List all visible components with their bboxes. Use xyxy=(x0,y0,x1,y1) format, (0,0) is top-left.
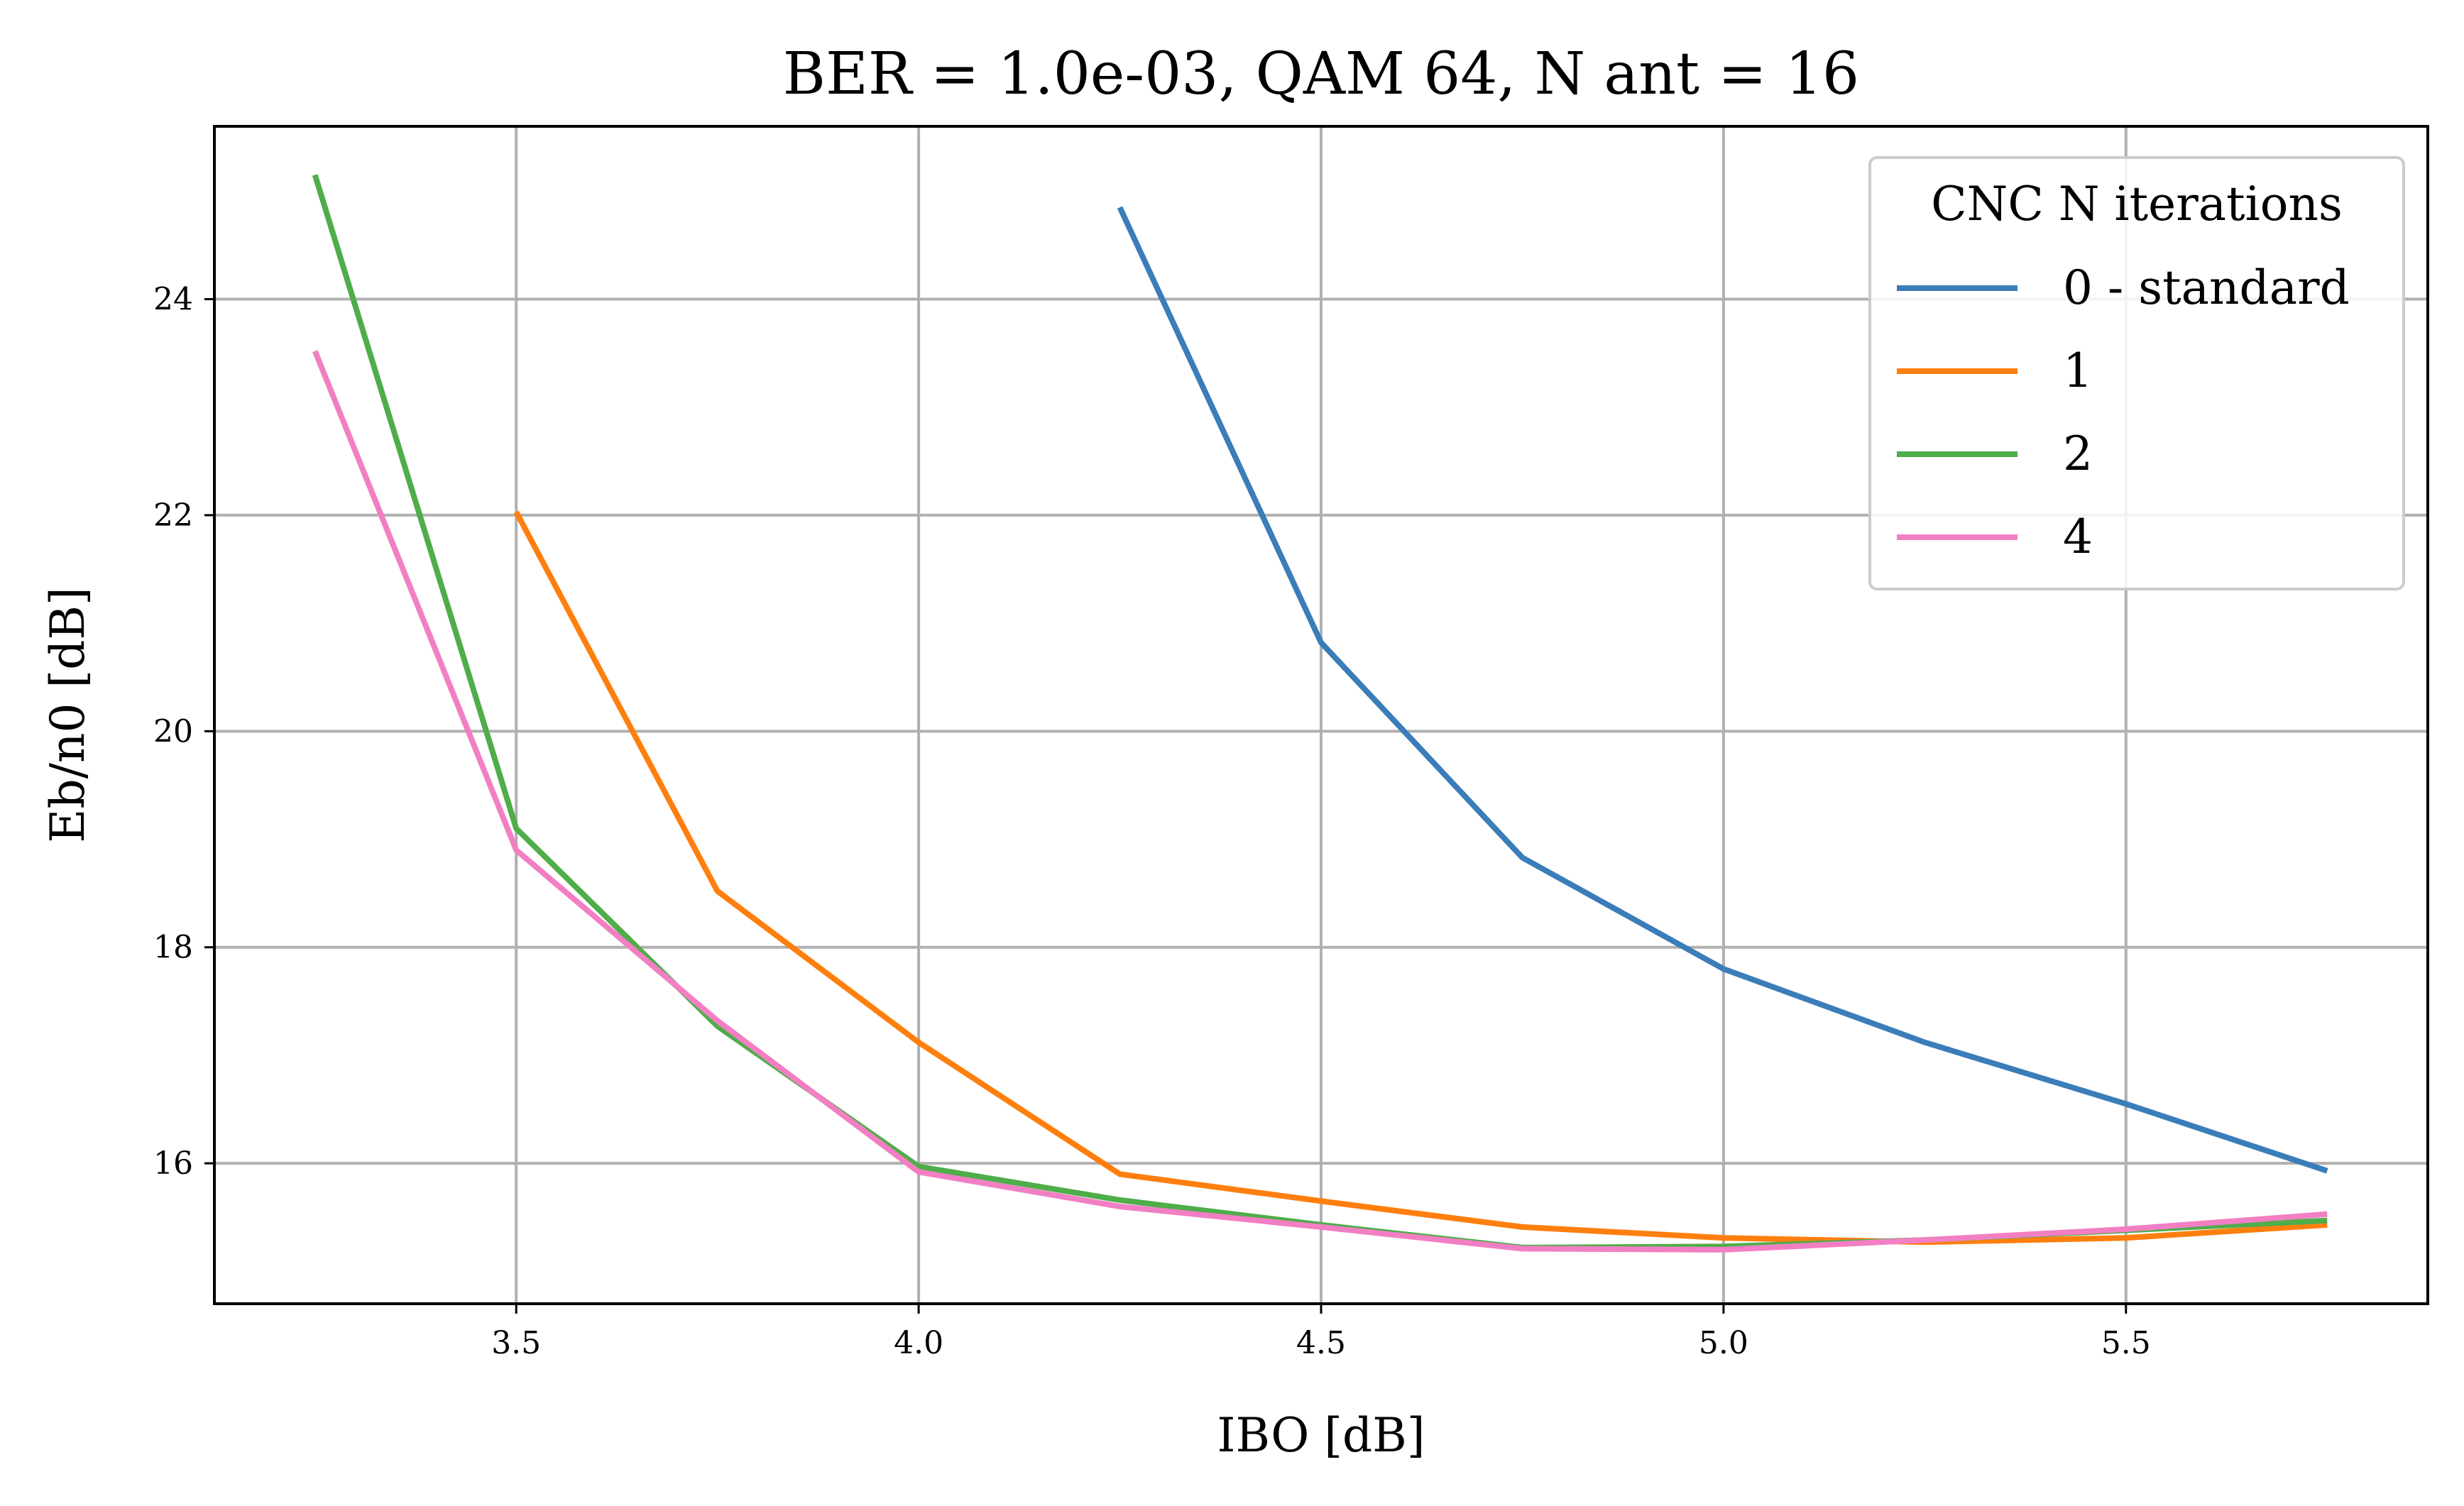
x-tick-label: 4.0 xyxy=(894,1325,943,1361)
legend-label: 0 - standard xyxy=(2063,260,2350,315)
series-line xyxy=(312,350,2328,1253)
y-tick-label: 18 xyxy=(153,930,193,966)
y-tick-label: 24 xyxy=(153,282,193,318)
x-axis-label: IBO [dB] xyxy=(1217,1408,1425,1463)
y-tick-label: 22 xyxy=(153,498,193,534)
legend-label: 2 xyxy=(2063,427,2093,481)
y-tick-label: 16 xyxy=(153,1145,193,1182)
legend-entries: 0 - standard 1 2 4 xyxy=(1897,260,2350,564)
legend-title: CNC N iterations xyxy=(1931,177,2343,231)
x-tick-label: 5.5 xyxy=(2101,1325,2151,1361)
y-tick-label: 20 xyxy=(153,713,193,749)
legend-label: 1 xyxy=(2063,343,2093,398)
legend: CNC N iterations 0 - standard 1 2 4 xyxy=(1868,156,2405,590)
x-tick-label: 5.0 xyxy=(1699,1325,1748,1361)
series-lines xyxy=(312,174,2328,1253)
x-tick-label: 3.5 xyxy=(491,1325,541,1361)
x-tick-label: 4.5 xyxy=(1296,1325,1346,1361)
series-line xyxy=(513,510,2328,1246)
chart-title: BER = 1.0e-03, QAM 64, N ant = 16 xyxy=(783,40,1859,108)
y-axis-label: Eb/n0 [dB] xyxy=(40,587,95,842)
series-line xyxy=(1117,206,2328,1174)
legend-box xyxy=(1868,156,2405,590)
legend-label: 4 xyxy=(2063,510,2093,564)
